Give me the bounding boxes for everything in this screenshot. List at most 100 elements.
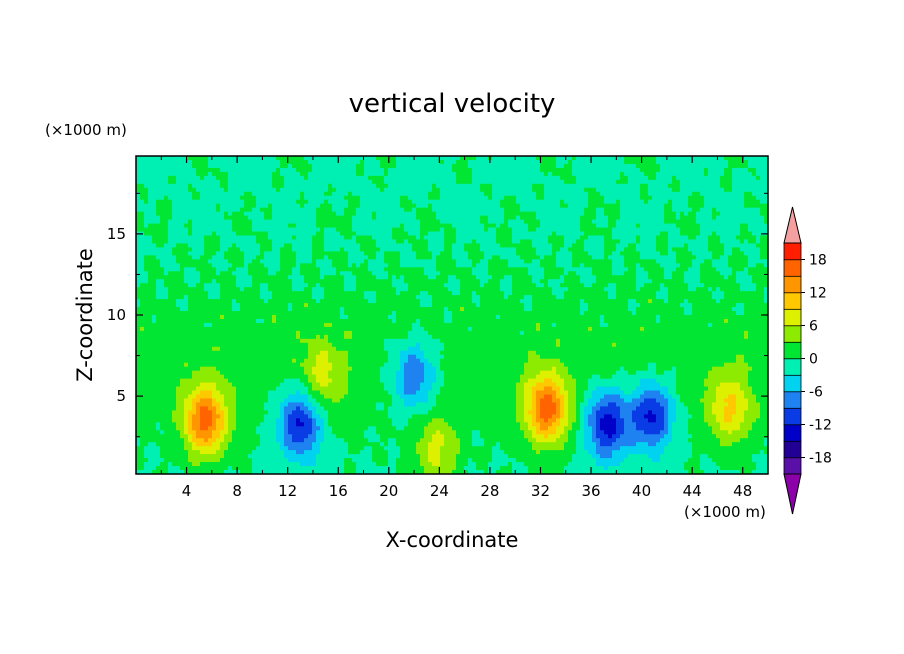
field-cell bbox=[260, 195, 265, 201]
field-cell bbox=[320, 187, 325, 193]
field-cell bbox=[620, 175, 625, 181]
field-cell bbox=[196, 207, 201, 213]
field-cell bbox=[220, 203, 225, 209]
field-cell bbox=[280, 171, 285, 177]
field-cell bbox=[188, 219, 193, 224]
field-cell bbox=[196, 239, 201, 244]
field-cell bbox=[252, 235, 257, 240]
field-cell bbox=[524, 171, 529, 177]
field-cell bbox=[416, 199, 421, 205]
field-cell bbox=[320, 275, 325, 280]
field-cell bbox=[480, 243, 485, 248]
field-cell bbox=[256, 255, 261, 260]
field-cell bbox=[644, 251, 649, 256]
field-cell bbox=[240, 247, 245, 252]
field-cell bbox=[700, 267, 705, 272]
field-cell bbox=[256, 167, 261, 173]
field-cell bbox=[176, 175, 181, 181]
field-cell bbox=[408, 255, 413, 260]
field-cell bbox=[240, 175, 245, 181]
field-cell bbox=[292, 271, 297, 276]
field-cell bbox=[680, 207, 685, 213]
field-cell bbox=[232, 195, 237, 201]
field-cell bbox=[532, 271, 537, 276]
field-cell bbox=[540, 263, 545, 268]
field-cell bbox=[212, 267, 217, 272]
field-cell bbox=[196, 187, 201, 193]
field-cell bbox=[284, 183, 289, 189]
field-cell bbox=[168, 255, 173, 260]
field-cell bbox=[536, 187, 541, 193]
field-cell bbox=[764, 191, 769, 197]
field-cell bbox=[228, 215, 233, 221]
field-cell bbox=[528, 159, 533, 165]
field-cell bbox=[508, 275, 513, 280]
field-cell bbox=[232, 179, 237, 185]
field-cell bbox=[556, 227, 561, 232]
field-cell bbox=[448, 195, 453, 201]
field-cell bbox=[512, 175, 517, 181]
field-cell bbox=[604, 179, 609, 185]
field-cell bbox=[420, 267, 425, 272]
field-cell bbox=[664, 243, 669, 248]
field-cell bbox=[200, 263, 205, 268]
field-cell bbox=[324, 251, 329, 256]
field-cell bbox=[280, 223, 285, 228]
field-cell bbox=[624, 223, 629, 228]
field-cell bbox=[456, 243, 461, 248]
field-cell bbox=[620, 275, 625, 280]
field-cell bbox=[296, 223, 301, 228]
field-cell bbox=[188, 263, 193, 268]
field-cell bbox=[380, 227, 385, 232]
field-cell bbox=[376, 243, 381, 248]
field-cell bbox=[564, 187, 569, 193]
field-cell bbox=[704, 255, 709, 260]
field-cell bbox=[532, 259, 537, 264]
field-cell bbox=[224, 203, 229, 209]
field-cell bbox=[216, 187, 221, 193]
field-cell bbox=[540, 211, 545, 217]
field-cell bbox=[688, 163, 693, 169]
field-cell bbox=[144, 215, 149, 221]
field-cell bbox=[676, 175, 681, 181]
field-cell bbox=[336, 247, 341, 252]
field-cell bbox=[268, 271, 273, 276]
field-cell bbox=[512, 183, 517, 189]
field-cell bbox=[200, 255, 205, 260]
field-cell bbox=[164, 219, 169, 224]
field-cell bbox=[576, 211, 581, 217]
field-cell bbox=[680, 175, 685, 181]
field-cell bbox=[244, 227, 249, 232]
field-cell bbox=[292, 187, 297, 193]
field-cell bbox=[248, 211, 253, 217]
field-cell bbox=[136, 183, 141, 189]
field-cell bbox=[508, 219, 513, 224]
field-cell bbox=[644, 235, 649, 240]
field-cell bbox=[404, 179, 409, 185]
field-cell bbox=[608, 203, 613, 209]
field-cell bbox=[252, 279, 257, 284]
field-cell bbox=[260, 171, 265, 177]
field-cell bbox=[588, 263, 593, 268]
field-cell bbox=[636, 239, 641, 244]
field-cell bbox=[488, 199, 493, 205]
field-cell bbox=[216, 275, 221, 280]
field-cell bbox=[604, 159, 609, 165]
field-cell bbox=[476, 179, 481, 185]
field-cell bbox=[404, 239, 409, 244]
field-cell bbox=[552, 171, 557, 177]
field-cell bbox=[188, 187, 193, 193]
field-cell bbox=[748, 211, 753, 217]
field-cell bbox=[724, 219, 729, 224]
field-cell bbox=[636, 255, 641, 260]
contour-field bbox=[136, 156, 769, 475]
field-cell bbox=[580, 167, 585, 173]
field-cell bbox=[640, 223, 645, 228]
field-cell bbox=[728, 171, 733, 177]
field-cell bbox=[148, 191, 153, 197]
field-cell bbox=[308, 191, 313, 197]
field-cell bbox=[524, 191, 529, 197]
field-cell bbox=[232, 271, 237, 276]
field-cell bbox=[180, 239, 185, 244]
field-cell bbox=[400, 156, 405, 161]
